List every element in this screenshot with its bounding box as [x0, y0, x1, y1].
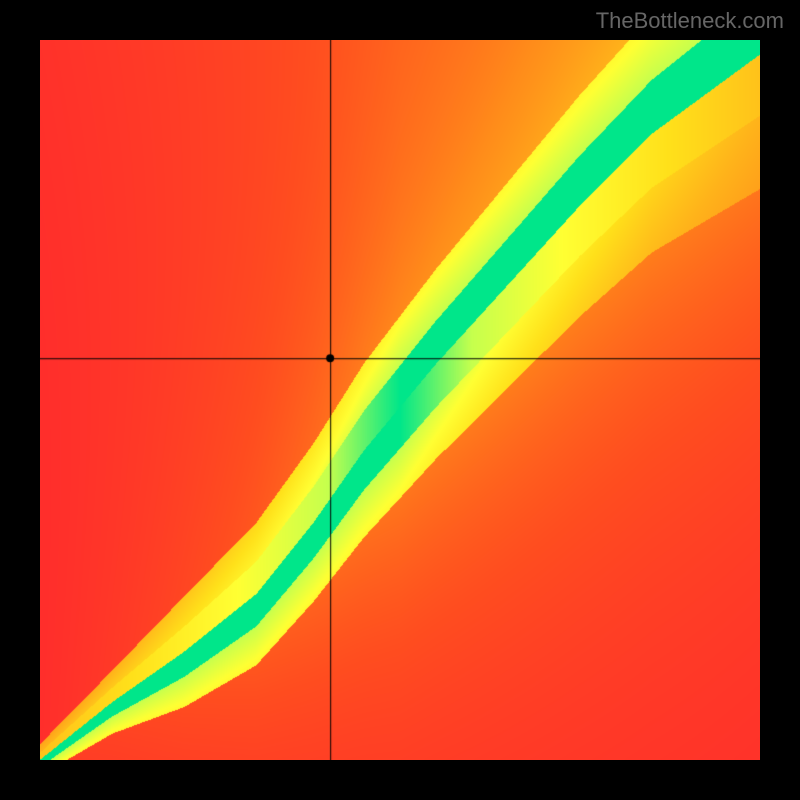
heatmap-plot [40, 40, 760, 760]
heatmap-canvas [40, 40, 760, 760]
watermark-text: TheBottleneck.com [596, 8, 784, 34]
chart-container: TheBottleneck.com [0, 0, 800, 800]
